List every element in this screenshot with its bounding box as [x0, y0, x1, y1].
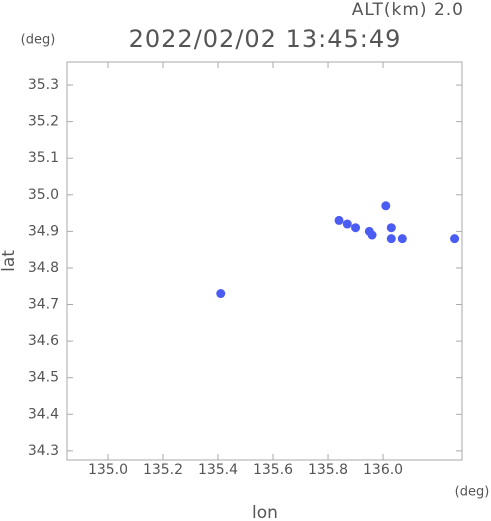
point — [381, 201, 391, 211]
y-tick-label: 35.1 — [28, 150, 59, 166]
x-tick-label: 135.8 — [308, 462, 348, 478]
y-tick-label: 34.6 — [28, 333, 59, 349]
x-tick-label: 136.0 — [363, 462, 403, 478]
y-tick-label: 34.8 — [28, 260, 59, 276]
x-axis-label: lon — [252, 503, 278, 521]
y-tick-label: 34.7 — [28, 297, 59, 313]
y-tick-label: 35.3 — [28, 77, 59, 93]
point — [386, 223, 396, 233]
y-tick-label: 34.4 — [28, 406, 59, 422]
y-tick-label: 34.3 — [28, 443, 59, 459]
plot-frame — [66, 61, 463, 461]
x-tick-label: 135.2 — [143, 462, 183, 478]
y-axis-label: lat — [0, 250, 19, 272]
point — [342, 219, 352, 229]
point — [397, 234, 407, 244]
point — [450, 234, 460, 244]
point — [216, 289, 226, 299]
y-unit: (deg) — [21, 33, 56, 48]
y-tick-label: 35.0 — [28, 187, 59, 203]
point — [351, 223, 361, 233]
chart-subtitle: ALT(km) 2.0 — [352, 0, 464, 20]
x-tick-label: 135.0 — [88, 462, 128, 478]
y-tick-label: 34.5 — [28, 370, 59, 386]
point — [367, 230, 377, 240]
y-tick-label: 34.9 — [28, 223, 59, 239]
y-tick-label: 35.2 — [28, 114, 59, 130]
chart-title: 2022/02/02 13:45:49 — [129, 25, 402, 53]
point — [386, 234, 396, 244]
x-tick-label: 135.6 — [253, 462, 293, 478]
x-tick-label: 135.4 — [198, 462, 238, 478]
x-unit: (deg) — [455, 485, 490, 500]
point — [334, 215, 344, 225]
